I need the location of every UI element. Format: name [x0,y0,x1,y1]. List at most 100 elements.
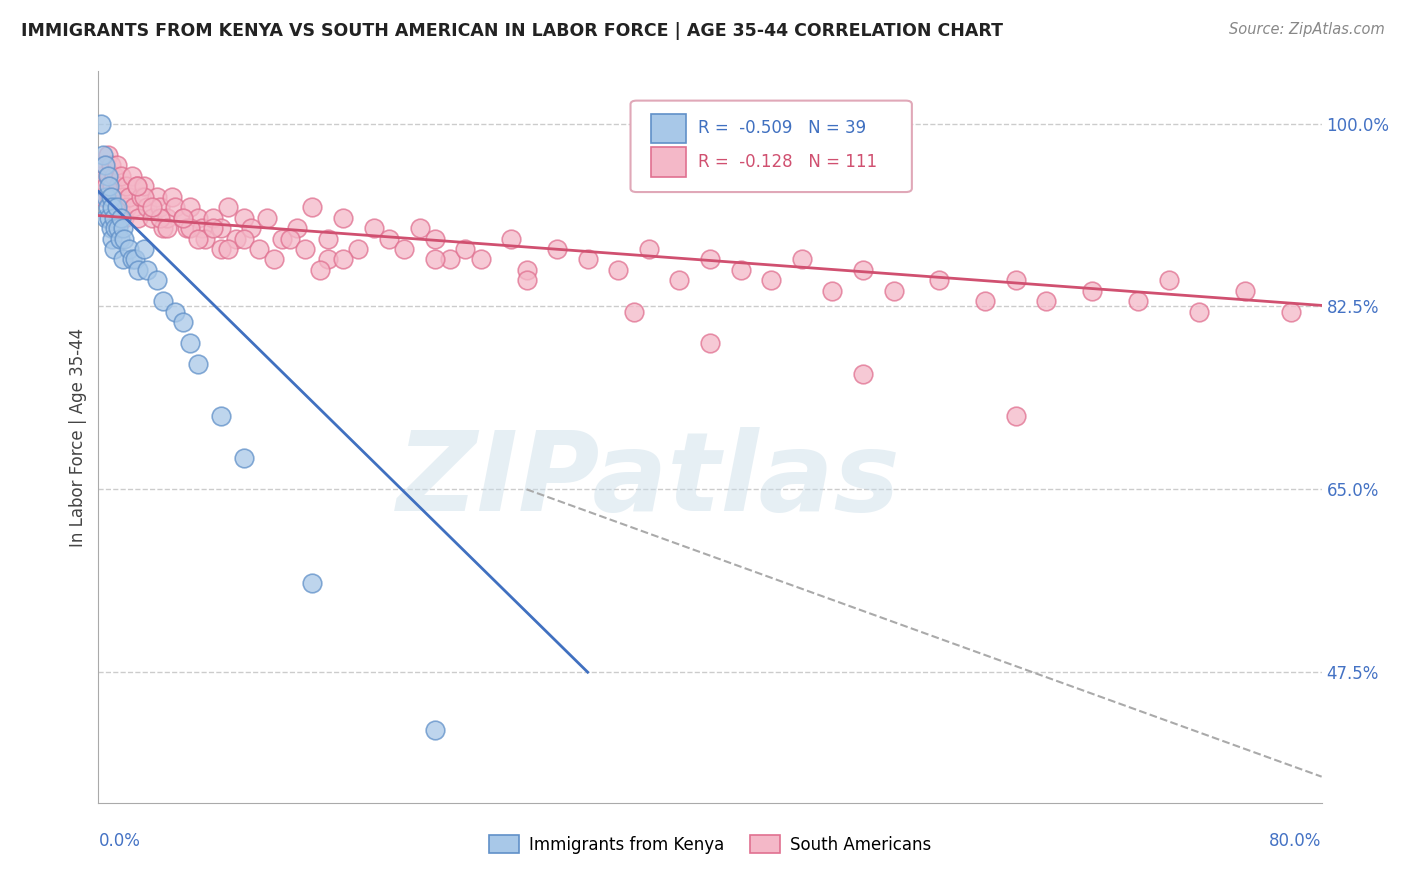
Point [187,357,209,371]
Point [232,450,254,465]
Point [759,273,782,287]
Point [129,190,152,204]
Point [1004,273,1026,287]
Point [217,242,239,256]
Point [94,211,117,225]
Point [240,221,263,235]
Y-axis label: In Labor Force | Age 35-44: In Labor Force | Age 35-44 [69,327,87,547]
Point [105,200,128,214]
Point [546,242,568,256]
Text: IMMIGRANTS FROM KENYA VS SOUTH AMERICAN IN LABOR FORCE | AGE 35-44 CORRELATION C: IMMIGRANTS FROM KENYA VS SOUTH AMERICAN … [21,22,1002,40]
Point [470,252,492,267]
Text: R =  -0.128   N = 111: R = -0.128 N = 111 [697,153,877,171]
Text: R =  -0.509   N = 39: R = -0.509 N = 39 [697,120,866,137]
Point [104,221,127,235]
Point [1035,294,1057,309]
Point [107,221,129,235]
Point [122,200,145,214]
Point [607,263,630,277]
Point [100,190,122,204]
Point [1081,284,1104,298]
Point [316,252,339,267]
Point [316,231,339,245]
Point [163,200,186,214]
Point [111,221,134,235]
Legend: Immigrants from Kenya, South Americans: Immigrants from Kenya, South Americans [482,829,938,860]
Point [136,200,159,214]
Point [145,190,167,204]
Point [134,242,156,256]
Point [699,252,721,267]
Point [98,169,121,183]
Point [100,221,122,235]
Point [301,200,323,214]
Point [699,336,721,351]
Point [172,211,194,225]
Point [187,231,209,245]
Point [187,211,209,225]
Point [156,211,179,225]
Point [172,211,194,225]
Bar [651,114,686,143]
Point [730,263,752,277]
Point [928,273,950,287]
Point [1279,304,1302,318]
Point [270,231,292,245]
Point [378,231,401,245]
Point [118,190,141,204]
Point [98,211,121,225]
Point [127,263,149,277]
Point [623,304,645,318]
Point [516,273,538,287]
Point [110,211,132,225]
Point [103,242,125,256]
Point [285,221,308,235]
Point [202,221,225,235]
Point [225,231,247,245]
Point [117,200,139,214]
Point [94,190,117,204]
Point [347,242,370,256]
Point [637,242,661,256]
Point [179,221,201,235]
Point [263,252,285,267]
Point [121,252,143,267]
Point [160,190,183,204]
Point [127,211,149,225]
Point [454,242,477,256]
Point [332,252,354,267]
Point [98,190,121,204]
Point [1157,273,1180,287]
Point [202,211,225,225]
Point [1188,304,1211,318]
Point [104,190,127,204]
Point [852,368,875,382]
Point [332,211,354,225]
Point [152,294,174,309]
Point [294,242,316,256]
Point [256,211,278,225]
Point [247,242,270,256]
Text: 80.0%: 80.0% [1270,832,1322,850]
Point [156,221,179,235]
Point [423,723,446,737]
Point [232,231,254,245]
Text: Source: ZipAtlas.com: Source: ZipAtlas.com [1229,22,1385,37]
Point [668,273,690,287]
Point [103,211,125,225]
Point [194,231,217,245]
Point [179,336,201,351]
Point [516,263,538,277]
Point [107,179,129,194]
Point [93,158,115,172]
Point [176,221,198,235]
Point [111,252,134,267]
Point [91,148,114,162]
Point [145,273,167,287]
Point [112,211,135,225]
Point [90,117,112,131]
Bar [651,147,686,177]
Point [363,221,385,235]
Point [101,231,124,245]
Point [108,200,131,214]
